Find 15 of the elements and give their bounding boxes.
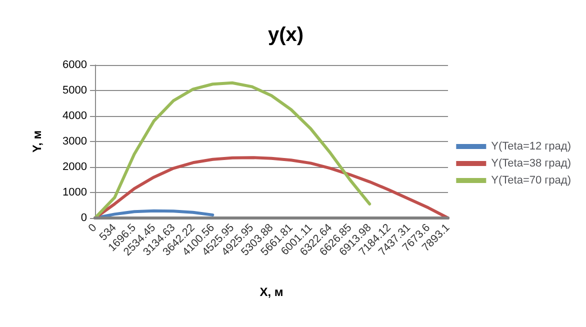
y-tick-label: 2000 [62,161,87,173]
y-tick-label: 5000 [62,84,87,96]
y-tick-label: 6000 [62,59,87,71]
y-tick-label: 3000 [62,136,87,148]
y-tick-label: 1000 [62,186,87,198]
x-tick-label: 0 [86,222,100,235]
y-axis-title: Y, м [30,130,44,153]
legend-label: Y(Teta=38 град) [491,158,572,170]
line-series [94,81,372,220]
x-axis-title: X, м [260,285,284,299]
legend-label: Y(Teta=12 град) [491,140,572,152]
y-tick-label: 4000 [62,110,87,122]
chart-title: y(x) [268,24,304,46]
legend-label: Y(Teta=70 град) [491,174,572,186]
y-tick-label: 0 [80,212,87,224]
